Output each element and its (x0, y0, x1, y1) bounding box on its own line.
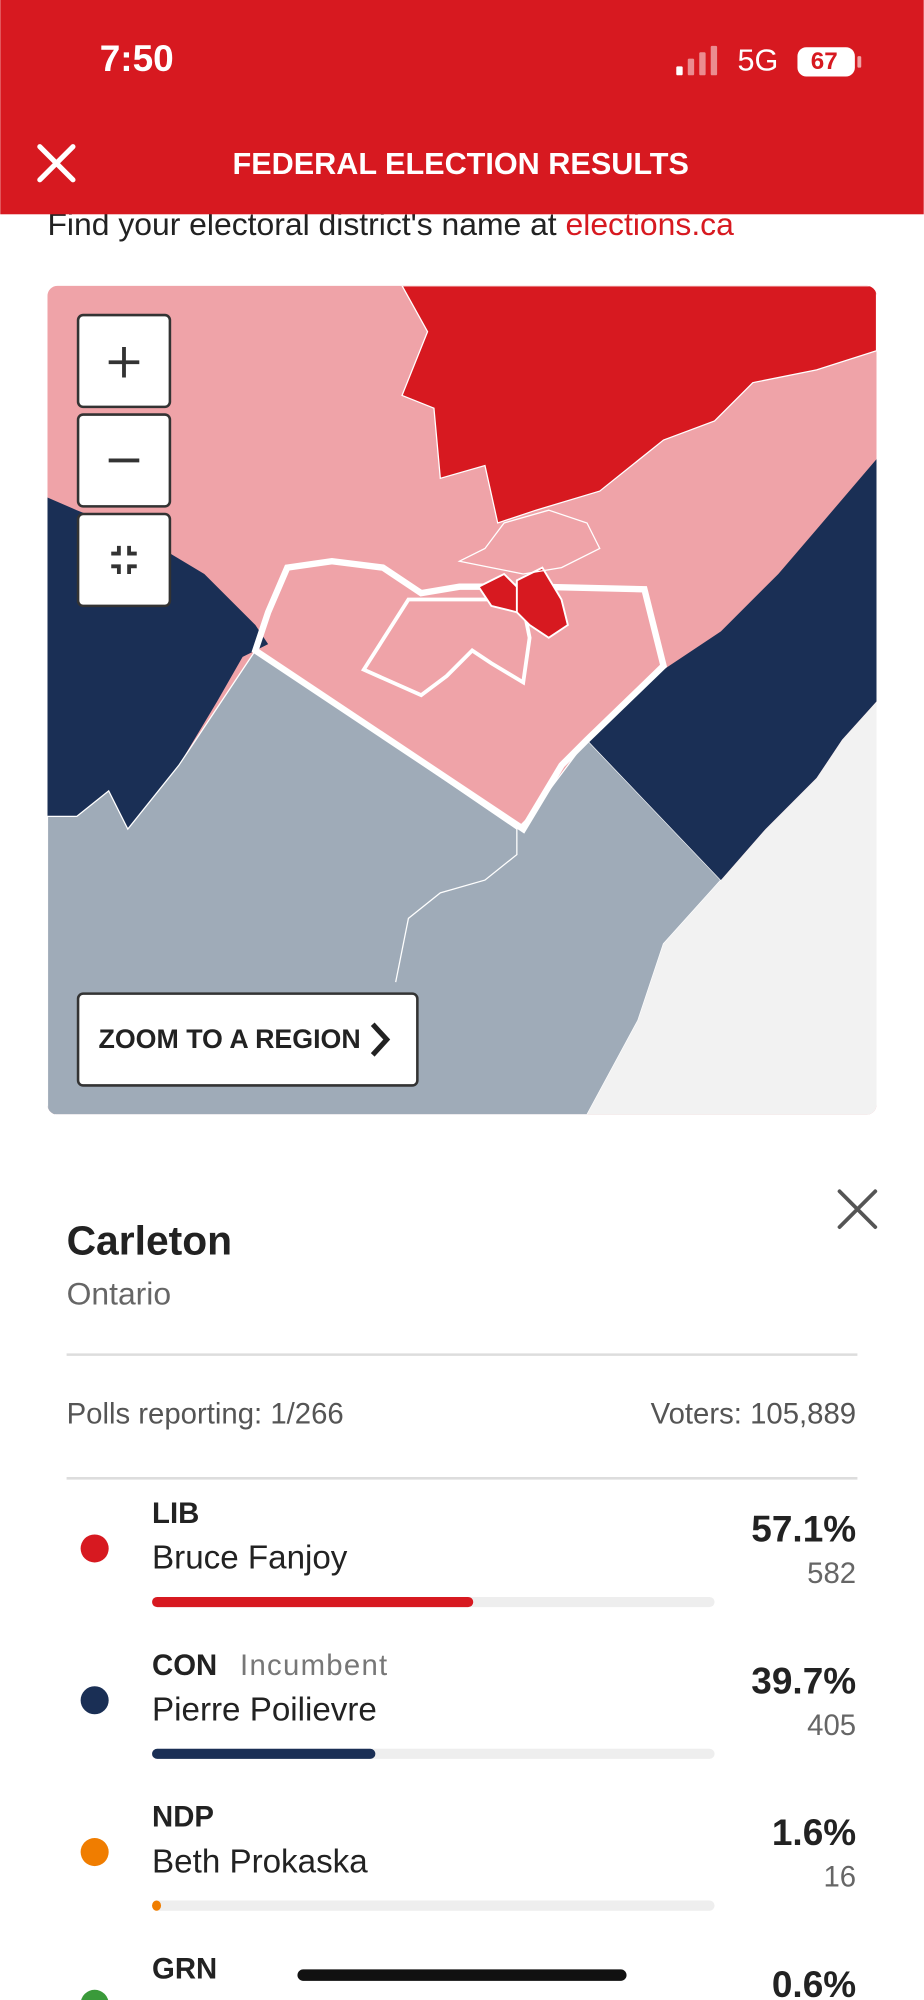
candidate-row: CON Incumbent Pierre Poilievre 39.7% 405 (80, 1649, 856, 1759)
vote-percent: 39.7% (751, 1660, 856, 1701)
zoom-region-button[interactable]: ZOOM TO A REGION (76, 992, 419, 1087)
signal-icon (676, 45, 718, 76)
network-label: 5G (737, 44, 778, 78)
vote-bar (152, 1900, 162, 1911)
party-label: CON (152, 1649, 217, 1682)
district-name: Carleton (67, 1217, 232, 1263)
district-outline (360, 597, 532, 698)
party-dot (81, 1989, 109, 2000)
candidate-row: GRN 0.6% (81, 1952, 856, 2000)
panel-close-button[interactable] (837, 1189, 878, 1229)
header-title: FEDERAL ELECTION RESULTS (233, 147, 689, 181)
header-bar (0, 0, 924, 215)
map-region (587, 701, 877, 1115)
party-label: GRN (152, 1952, 217, 1985)
party-label: NDP (152, 1801, 214, 1834)
party-label: LIB (152, 1497, 199, 1530)
map-region (587, 459, 877, 881)
home-indicator (297, 1969, 627, 1981)
district-outline (457, 509, 601, 575)
battery-level: 67 (811, 48, 838, 75)
map-region (515, 566, 569, 639)
zoom-out-button[interactable] (76, 413, 172, 508)
vote-count: 405 (807, 1709, 856, 1742)
vote-bar (152, 1596, 474, 1608)
vote-count: 16 (824, 1861, 857, 1894)
vote-bar (152, 1748, 376, 1759)
district-outline (395, 829, 518, 983)
party-dot (80, 1686, 109, 1715)
battery-tip (857, 56, 862, 68)
incumbent-label: Incumbent (240, 1649, 388, 1682)
map-region (400, 285, 877, 524)
polls-reporting: Polls reporting: 1/266 (67, 1398, 344, 1431)
party-dot (80, 1534, 109, 1563)
status-time: 7:50 (100, 38, 174, 79)
candidate-row: LIB Bruce Fanjoy 57.1% 582 (80, 1497, 856, 1608)
vote-count: 582 (807, 1557, 856, 1590)
party-dot (80, 1838, 109, 1867)
vote-percent: 0.6% (772, 1964, 856, 2000)
reset-zoom-button[interactable] (76, 512, 172, 608)
zoom-in-button[interactable] (76, 313, 172, 409)
voters: Voters: 105,889 (651, 1398, 856, 1431)
candidate-name: Pierre Poilievre (152, 1692, 377, 1729)
bar-track (152, 1900, 715, 1911)
map (47, 285, 877, 1115)
battery-icon (797, 47, 855, 77)
zoom-region-label: ZOOM TO A REGION (98, 1024, 360, 1054)
candidate-list: LIB Bruce Fanjoy 57.1% 582 CON Incumbent Pierr… (80, 1497, 857, 2000)
candidate-name: Bruce Fanjoy (152, 1540, 348, 1577)
close-button[interactable] (37, 144, 76, 183)
vote-percent: 57.1% (751, 1509, 856, 1550)
vote-percent: 1.6% (772, 1812, 856, 1853)
district-province: Ontario (67, 1275, 172, 1311)
candidate-name: Beth Prokaska (152, 1843, 368, 1880)
candidate-row: NDP Beth Prokaska 1.6% 16 (80, 1801, 857, 1911)
